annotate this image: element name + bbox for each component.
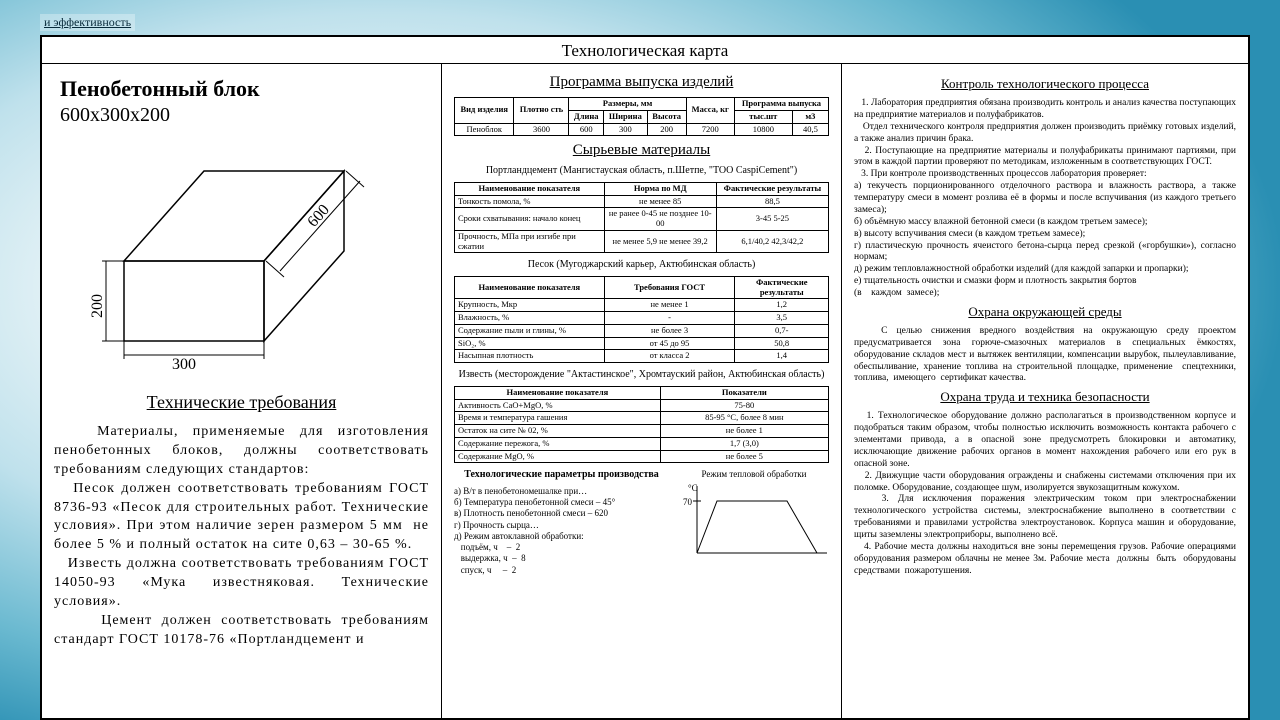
left-column: Пенобетонный блок 600x300x200 [42,64,442,718]
safety-heading: Охрана труда и техника безопасности [854,389,1236,405]
program-heading: Программа выпуска изделий [454,74,829,91]
tech-params: Технологические параметры производства а… [454,469,669,576]
sand-sub: Песок (Мугоджарский карьер, Актюбинская … [454,259,829,272]
tech-req-text: Материалы, применяемые для изготовления … [54,423,429,650]
middle-column: Программа выпуска изделий Вид изделия Пл… [442,64,842,718]
env-text: С целью снижения вредного воздействия на… [854,326,1236,385]
svg-text:70: 70 [683,497,693,507]
svg-text:°C: °C [688,483,698,493]
tech-req-heading: Технические требования [54,392,429,413]
cement-table: Наименование показателяНорма по МДФактич… [454,182,829,254]
qc-text: 1. Лаборатория предприятия обязана произ… [854,98,1236,300]
program-table: Вид изделия Плотно сть Размеры, мм Масса… [454,97,829,136]
raw-heading: Сырьевые материалы [454,142,829,159]
right-column: Контроль технологического процесса 1. Ла… [842,64,1248,718]
safety-text: 1. Технологическое оборудование должно р… [854,411,1236,577]
sand-table: Наименование показателяТребования ГОСТФа… [454,276,829,363]
env-heading: Охрана окружающей среды [854,304,1236,320]
block-isometric-drawing: 300 200 600 [84,141,384,371]
block-title: Пенобетонный блок [60,76,429,102]
dim-height: 200 [89,294,106,318]
sheet-title: Технологическая карта [42,37,1248,63]
dim-width: 300 [172,356,196,371]
lime-table: Наименование показателяПоказатели Активн… [454,386,829,464]
slide-tab: и эффективность [40,14,135,31]
lime-sub: Известь (месторождение "Актастинское", Х… [454,369,829,382]
dim-length: 600 [304,201,333,230]
heat-regime: Режим тепловой обработки °C 70 [679,469,829,576]
block-dims: 600x300x200 [60,104,429,127]
tech-card-sheet: Технологическая карта Пенобетонный блок … [40,35,1250,720]
qc-heading: Контроль технологического процесса [854,76,1236,92]
cement-sub: Портландцемент (Мангистауская область, п… [454,165,829,178]
